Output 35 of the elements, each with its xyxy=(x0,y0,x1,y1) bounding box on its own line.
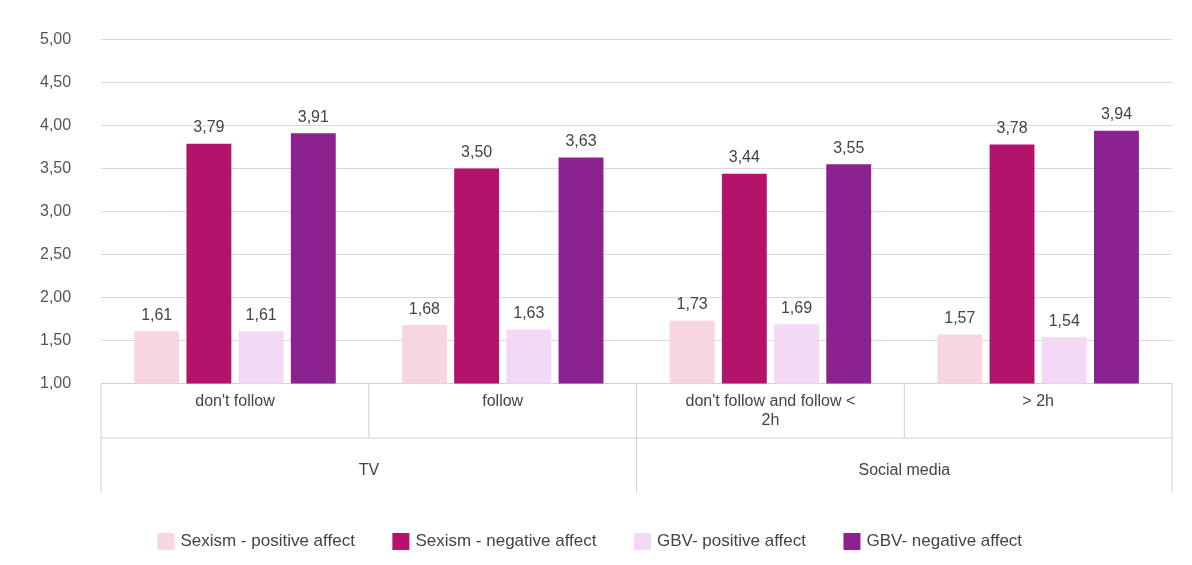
data-label: 3,55 xyxy=(833,138,865,156)
legend-label: Sexism - negative affect xyxy=(415,531,597,551)
y-tick-label: 1,50 xyxy=(40,331,72,349)
data-label: 3,50 xyxy=(461,143,493,161)
data-label: 1,61 xyxy=(245,305,277,323)
legend-label: Sexism - positive affect xyxy=(180,531,356,551)
x-tick-label: don't follow xyxy=(195,391,276,409)
x-tick-label: > 2h xyxy=(1022,391,1054,409)
legend-label: GBV- negative affect xyxy=(866,531,1023,551)
y-tick-label: 4,50 xyxy=(40,73,72,91)
data-label: 3,91 xyxy=(297,107,329,125)
y-tick-label: 4,00 xyxy=(40,116,72,134)
data-label: 3,79 xyxy=(193,118,225,136)
data-label: 1,68 xyxy=(408,299,441,317)
data-label: 1,57 xyxy=(944,308,976,326)
x-tick-label: follow xyxy=(482,391,524,409)
data-label: 1,69 xyxy=(780,298,813,316)
y-tick-label: 2,50 xyxy=(40,245,72,263)
data-label: 3,94 xyxy=(1100,105,1133,123)
data-label: 1,63 xyxy=(513,303,545,321)
x-tick-label: don't follow and follow < 2h xyxy=(685,391,856,428)
text: TV xyxy=(358,460,380,478)
data-label: 1,54 xyxy=(1048,311,1080,329)
y-tick-label: 3,00 xyxy=(40,202,72,220)
y-tick-label: 3,50 xyxy=(40,159,72,177)
data-label: 1,61 xyxy=(141,305,173,323)
y-tick-label: 1,00 xyxy=(40,374,72,392)
data-label: 3,78 xyxy=(996,118,1028,136)
text: Social media xyxy=(858,460,951,478)
y-tick-label: 5,00 xyxy=(40,30,72,48)
data-label: 3,44 xyxy=(728,148,760,166)
data-label: 3,63 xyxy=(565,131,597,149)
y-tick-label: 2,00 xyxy=(40,288,72,306)
data-label: 1,73 xyxy=(676,295,708,313)
legend-label: GBV- positive affect xyxy=(656,531,807,551)
